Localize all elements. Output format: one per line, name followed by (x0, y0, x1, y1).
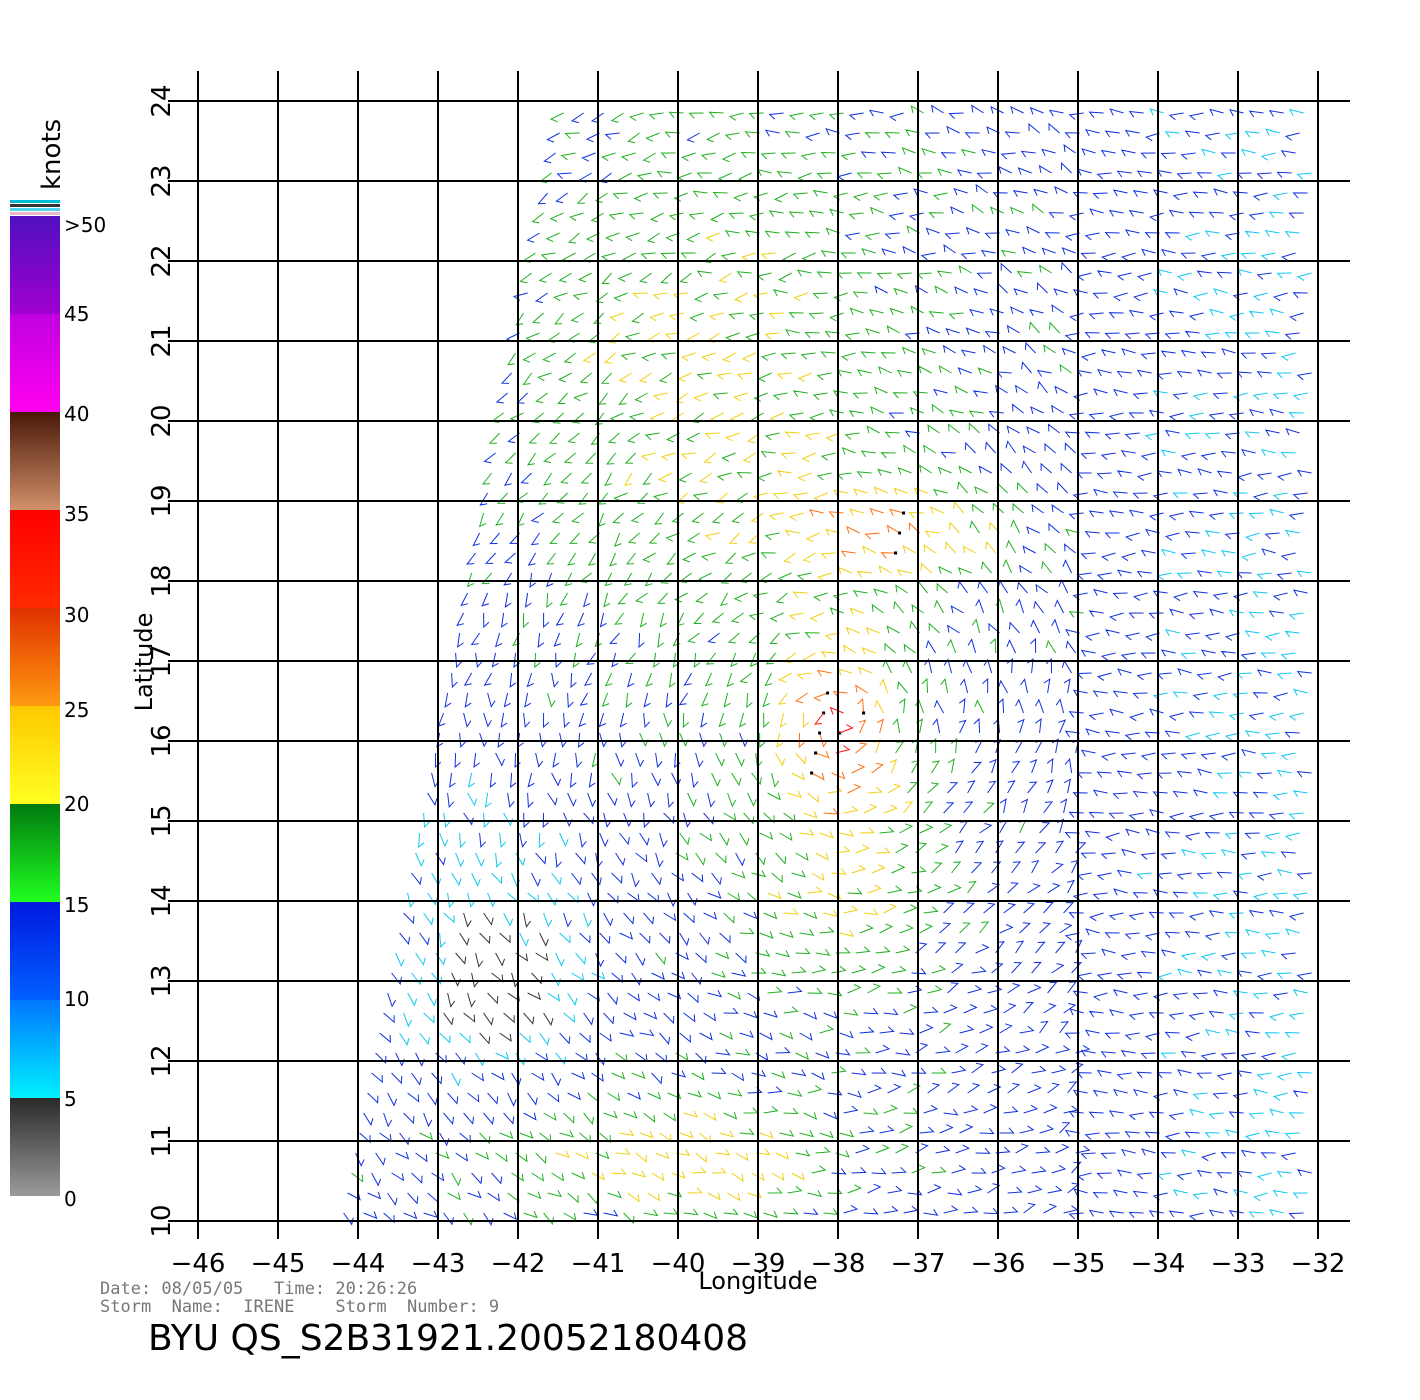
colorbar-band (10, 216, 60, 314)
colorbar-tick-label: 30 (64, 603, 89, 627)
colorbar-band (10, 510, 60, 608)
colorbar-band (10, 314, 60, 412)
latitude-tick-label: 11 (147, 1124, 177, 1157)
colorbar-tick-label: 20 (64, 792, 89, 816)
wind-speed-colorbar: knots >50 45 40 35 30 25 20 15 10 5 0 (10, 119, 106, 1211)
colorbar-tick-label: 10 (64, 987, 89, 1011)
latitude-tick-label: 15 (147, 804, 177, 837)
latitude-tick-label: 12 (147, 1044, 177, 1077)
longitude-tick-label: −45 (251, 1249, 306, 1279)
longitude-tick-label: −41 (571, 1249, 626, 1279)
colorbar-tick-label: 25 (64, 698, 89, 722)
longitude-tick-label: −36 (971, 1249, 1026, 1279)
lat-lon-grid (168, 71, 1350, 1239)
colorbar-band (10, 1000, 60, 1098)
colorbar-band (10, 706, 60, 804)
latitude-tick-label: 17 (147, 644, 177, 677)
y-axis-label: Latitude (130, 613, 158, 712)
longitude-tick-label: −34 (1131, 1249, 1186, 1279)
colorbar-band (10, 412, 60, 510)
longitude-tick-label: −42 (491, 1249, 546, 1279)
longitude-tick-label: −35 (1051, 1249, 1106, 1279)
latitude-tick-label: 20 (147, 404, 177, 437)
longitude-tick-label: −39 (731, 1249, 786, 1279)
colorbar-tick-label: 15 (64, 893, 89, 917)
colorbar-tick-labels: >50 45 40 35 30 25 20 15 10 5 0 (64, 213, 106, 1211)
wind-barb-group (395, 108, 1312, 1218)
colorbar-unit-label: knots (37, 119, 67, 190)
latitude-tick-label: 14 (147, 884, 177, 917)
longitude-tick-label: −44 (331, 1249, 386, 1279)
longitude-tick-label: −33 (1211, 1249, 1266, 1279)
latitude-tick-label: 13 (147, 964, 177, 997)
colorbar-band (10, 1098, 60, 1196)
storm-info-line: Storm Name: IRENE Storm Number: 9 (100, 1297, 500, 1317)
latitude-tick-label: 10 (147, 1204, 177, 1237)
latitude-tick-label: 18 (147, 564, 177, 597)
latitude-tick-label: 21 (147, 324, 177, 357)
latitude-tick-label: 16 (147, 724, 177, 757)
colorbar-tick-label: 35 (64, 502, 89, 526)
wind-barb-group (555, 232, 1000, 1203)
wind-barb-group (351, 105, 1084, 1227)
longitude-tick-label: −43 (411, 1249, 466, 1279)
colorbar-band (10, 804, 60, 902)
longitude-tick-labels: −46 −45 −44 −43 −42 −41 −40 −39 −38 −37 −36 −35 −34−… (171, 1249, 1346, 1279)
wind-barb-group (443, 912, 554, 1045)
wind-barb-group (343, 104, 1312, 1227)
latitude-tick-label: 22 (147, 244, 177, 277)
colorbar-tick-label: >50 (64, 213, 106, 237)
latitude-tick-label: 23 (147, 164, 177, 197)
latitude-tick-labels: 10 11 12 13 14 15 16 17 18 19 20 21 22 23 24 (147, 84, 177, 1237)
latitude-tick-label: 19 (147, 484, 177, 517)
longitude-tick-label: −38 (811, 1249, 866, 1279)
product-title: BYU QS_S2B31921.20052180408 (148, 1318, 749, 1359)
wind-barb-group (814, 706, 854, 754)
colorbar-tick-label: 40 (64, 402, 89, 426)
wind-barb-group (810, 511, 906, 775)
colorbar-tick-label: 5 (64, 1087, 77, 1111)
x-axis-label: Longitude (698, 1267, 817, 1295)
longitude-tick-label: −40 (651, 1249, 706, 1279)
wind-barbs (343, 104, 1312, 1227)
colorbar-tick-label: 45 (64, 302, 89, 326)
longitude-tick-label: −32 (1291, 1249, 1346, 1279)
latitude-tick-label: 24 (147, 84, 177, 117)
longitude-tick-label: −46 (171, 1249, 226, 1279)
colorbar-bands (10, 216, 60, 1196)
map-plot: −46 −45 −44 −43 −42 −41 −40 −39 −38 −37 −36 −35 −34−… (130, 71, 1350, 1295)
colorbar-band (10, 608, 60, 706)
colorbar-cap (10, 200, 60, 215)
colorbar-tick-label: 0 (64, 1187, 77, 1211)
date-time-line: Date: 08/05/05 Time: 20:26:26 (100, 1279, 418, 1299)
longitude-tick-label: −37 (891, 1249, 946, 1279)
colorbar-band (10, 902, 60, 1000)
